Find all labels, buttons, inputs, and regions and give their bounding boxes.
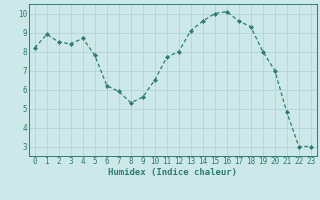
X-axis label: Humidex (Indice chaleur): Humidex (Indice chaleur) bbox=[108, 168, 237, 177]
